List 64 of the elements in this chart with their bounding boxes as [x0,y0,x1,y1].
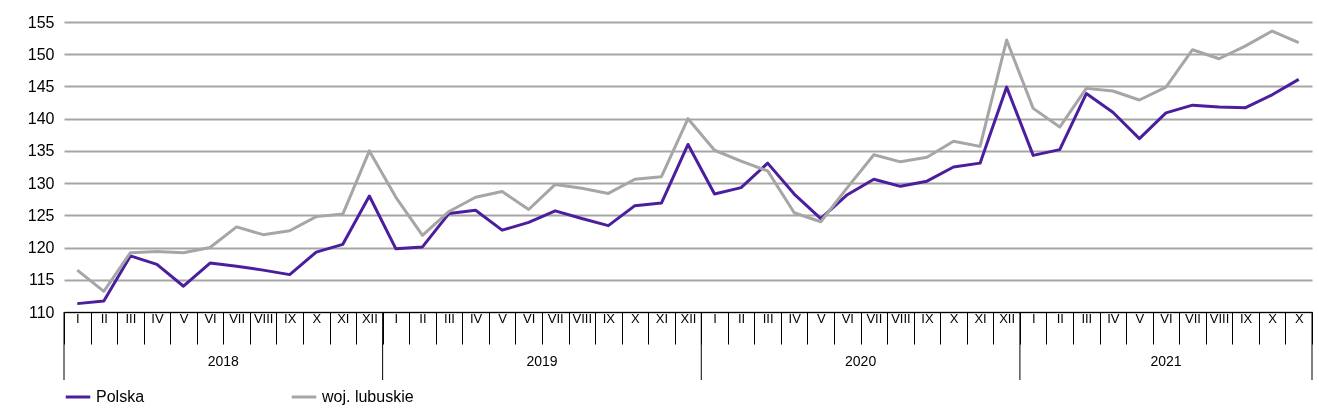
x-tick-label: IV [1107,310,1120,326]
x-tick-label: VII [866,310,883,326]
x-tick-label: I [394,310,399,326]
x-tick-label: III [1081,310,1093,326]
legend-label: woj. lubuskie [321,388,414,405]
x-tick-label: I [713,310,717,326]
x-tick-label: IX [921,310,934,326]
x-tick-label: III [762,310,774,326]
x-tick-label: X [949,310,959,326]
x-tick-label: I [1031,310,1036,326]
x-tick-label: II [100,310,108,326]
y-tick-label: 155 [27,13,55,31]
y-tick-label: 125 [27,206,55,224]
x-tick-label: VII [229,310,246,326]
x-tick-label: VIII [572,310,593,326]
x-tick-label: X [631,310,641,326]
text: 2018 [207,353,240,369]
x-tick-label: IV [151,310,164,326]
y-tick-label: 140 [27,110,55,128]
x-tick-label: IX [284,310,297,326]
x-tick-label: IX [602,310,616,326]
x-tick-label: VI [204,310,217,326]
x-tick-label: I [75,310,80,326]
x-tick-label: XI [655,310,669,326]
x-tick-label: VI [841,310,854,326]
x-tick-label: V [816,310,826,326]
x-tick-label: V [179,310,189,326]
x-tick-label: V [1135,310,1145,326]
x-tick-label: IV [469,310,483,326]
x-tick-label: XII [680,310,697,326]
x-tick-label: III [444,310,455,326]
x-tick-label: VI [1160,310,1173,326]
x-tick-label: X [312,310,322,326]
x-tick-label: X [1268,310,1278,326]
x-tick-label: IX [1239,310,1253,326]
y-tick-label: 130 [27,174,55,192]
x-tick-label: X [1294,310,1304,326]
x-tick-label: V [498,310,508,326]
x-tick-label: III [125,310,137,326]
y-tick-label: 120 [27,239,55,257]
x-tick-label: XI [337,310,350,326]
y-tick-label: 135 [27,142,55,160]
x-tick-label: XII [999,310,1016,326]
x-tick-label: II [737,310,746,326]
y-tick-label: 150 [27,45,55,63]
x-tick-label: II [1056,310,1064,326]
x-tick-label: II [419,310,427,326]
x-tick-label: VII [1185,310,1201,326]
y-tick-label: 115 [28,271,55,289]
x-tick-label: VI [523,310,536,326]
text: 2020 [845,353,877,369]
x-tick-label: VII [547,310,564,326]
legend-label: Polska [96,388,145,405]
x-tick-label: VIII [253,310,274,326]
y-tick-label: 110 [28,303,55,321]
y-tick-label: 145 [27,77,55,95]
line-series [75,77,1301,306]
x-tick-label: VIII [1209,310,1230,326]
x-tick-label: VIII [891,310,911,326]
x-tick-label: XI [974,310,987,326]
x-tick-label: IV [788,310,802,326]
text: 2021 [1150,353,1182,369]
text: 2019 [526,353,558,369]
x-tick-label: XII [361,310,378,326]
